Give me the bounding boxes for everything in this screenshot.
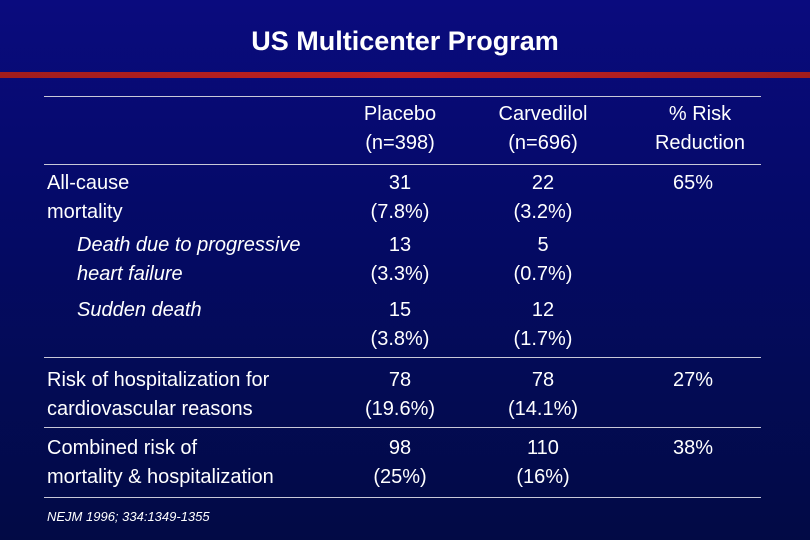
cell-placebo-progressive: 13 (3.3%) [370,234,430,285]
cell-risk-allcause: 65% [673,172,714,194]
row-rule-mortality [44,357,761,358]
row-label-combined: Combined risk of mortality & hospitalizat… [47,437,274,488]
cell-carvedilol-progressive: 5 (0.7%) [513,234,573,285]
cell-placebo-hospitalization: 78 (19.6%) [364,369,436,420]
cell-carvedilol-combined: 110 (16%) [516,437,570,488]
row-label-sudden: Sudden death [77,299,202,321]
row-label-allcause: All-cause mortality [47,172,130,223]
header-rule [44,164,761,165]
row-label-hospitalization: Risk of hospitalization for cardiovascula… [47,369,270,420]
cell-placebo-combined: 98 (25%) [373,437,427,488]
citation: NEJM 1996; 334:1349-1355 [47,509,210,524]
table-top-rule [44,96,761,97]
header-carvedilol: Carvedilol (n=696) [498,103,588,154]
cell-carvedilol-hospitalization: 78 (14.1%) [507,369,579,420]
cell-carvedilol-allcause: 22 (3.2%) [513,172,573,223]
slide-title: US Multicenter Program [251,26,559,56]
cell-placebo-sudden: 15 (3.8%) [370,299,430,350]
cell-placebo-allcause: 31 (7.8%) [370,172,430,223]
header-risk-reduction: % Risk Reduction [654,103,746,154]
cell-carvedilol-sudden: 12 (1.7%) [513,299,573,350]
table-bottom-rule [44,497,761,498]
cell-risk-combined: 38% [673,437,714,459]
cell-risk-hospitalization: 27% [673,369,714,391]
row-label-progressive: Death due to progressive heart failure [77,234,301,285]
row-rule-hospitalization [44,427,761,428]
title-underline [0,72,810,78]
header-placebo: Placebo (n=398) [363,103,437,154]
